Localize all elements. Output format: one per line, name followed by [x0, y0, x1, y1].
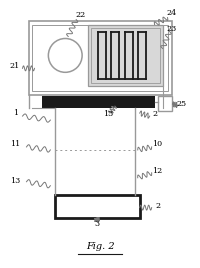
Text: 13: 13: [103, 110, 113, 118]
Text: 24: 24: [166, 9, 177, 17]
Text: 2: 2: [152, 110, 157, 118]
Text: 22: 22: [75, 11, 85, 18]
Text: 2: 2: [155, 202, 160, 210]
Text: 13: 13: [10, 177, 21, 185]
Text: Fig. 2: Fig. 2: [86, 242, 114, 251]
Bar: [158, 96, 172, 111]
Bar: [88, 25, 163, 86]
Bar: [29, 21, 172, 95]
Text: 11: 11: [10, 140, 21, 148]
Text: 10: 10: [153, 140, 163, 148]
Text: 25: 25: [176, 100, 186, 108]
Text: 3: 3: [94, 219, 100, 228]
Text: 12: 12: [152, 167, 163, 175]
Bar: [91, 28, 160, 83]
Bar: [32, 25, 168, 91]
Circle shape: [48, 39, 82, 72]
Text: 23: 23: [166, 25, 177, 32]
Bar: [42, 96, 155, 108]
Text: 21: 21: [9, 62, 20, 70]
Text: 1: 1: [13, 109, 18, 117]
Bar: [55, 195, 140, 218]
